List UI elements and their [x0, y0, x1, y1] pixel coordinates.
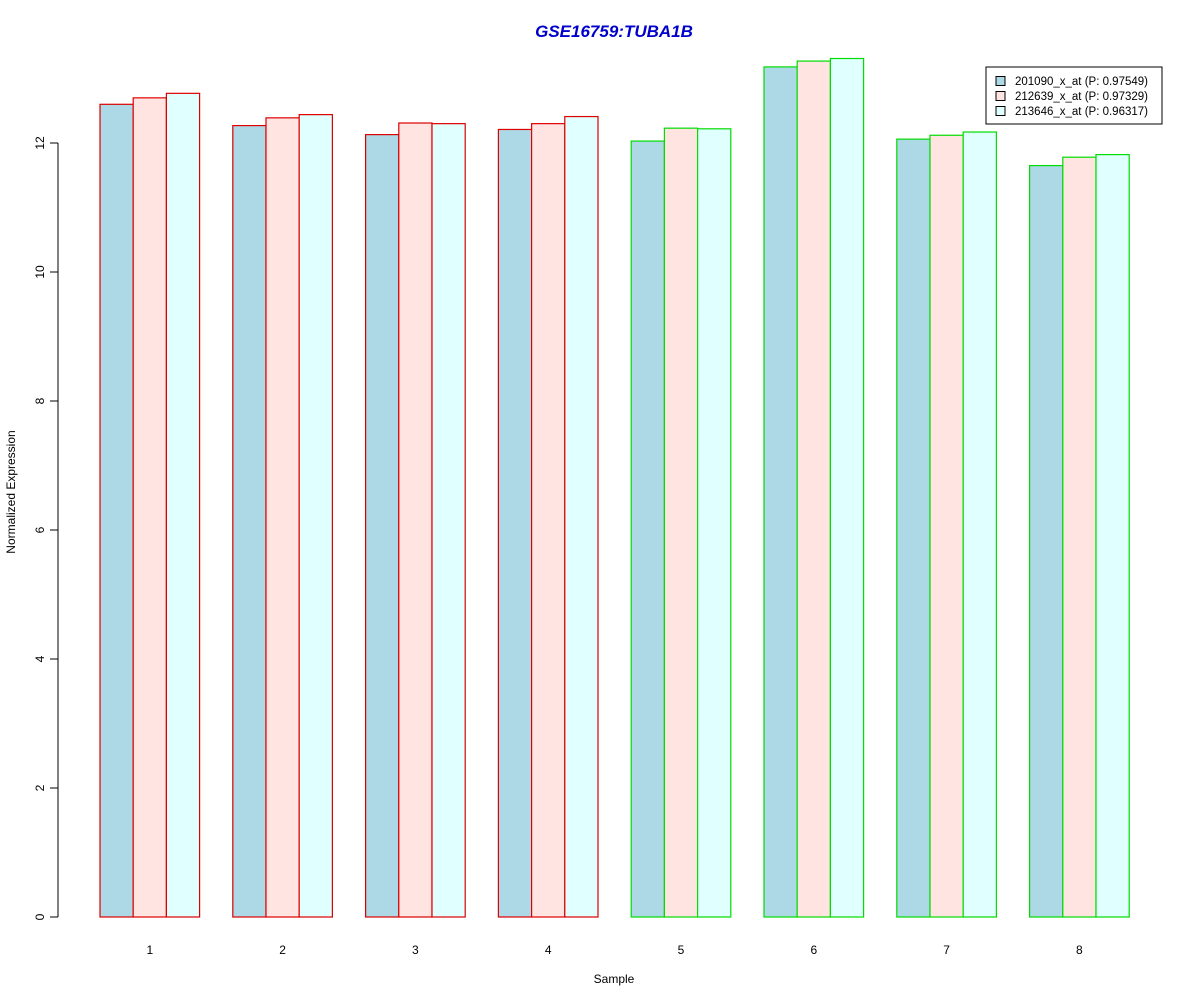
bar-sample-1-series-1	[99, 103, 134, 918]
bar-sample-8-series-2	[1062, 156, 1097, 918]
x-tick-label: 1	[146, 943, 153, 957]
x-tick-label: 7	[943, 943, 950, 957]
bar-sample-5-series-2	[663, 127, 699, 918]
bar-sample-6-series-1	[763, 66, 798, 918]
bar-sample-7-series-3	[962, 131, 998, 918]
bar-sample-5-series-1	[630, 140, 666, 918]
bar-sample-2-series-2	[265, 117, 300, 918]
bar-sample-8-series-1	[1028, 164, 1064, 918]
y-axis-ticks: 0 2 4 6 8 10 12	[33, 136, 58, 920]
y-tick-label: 12	[33, 136, 47, 150]
legend-box	[985, 66, 1163, 125]
y-axis-label: Normalized Expression	[4, 430, 18, 553]
bar-sample-6-series-3	[829, 57, 865, 918]
bar-sample-7-series-2	[929, 134, 964, 918]
x-tick-label: 6	[810, 943, 817, 957]
x-tick-label: 3	[412, 943, 419, 957]
bar-sample-2-series-3	[298, 114, 334, 918]
y-tick-label: 2	[33, 784, 47, 791]
x-tick-label: 8	[1076, 943, 1083, 957]
x-axis-label: Sample	[594, 972, 635, 986]
bar-sample-3-series-3	[431, 123, 466, 918]
bar-sample-6-series-2	[796, 60, 832, 918]
y-tick-label: 0	[33, 913, 47, 920]
bar-sample-4-series-2	[530, 123, 566, 918]
x-axis-tick-labels: 1 2 3 4 5 6 7 8	[146, 943, 1083, 957]
bar-sample-3-series-1	[365, 134, 400, 918]
x-tick-label: 5	[678, 943, 685, 957]
bar-sample-3-series-2	[398, 122, 433, 918]
y-tick-label: 8	[33, 397, 47, 404]
bar-sample-5-series-3	[696, 128, 732, 918]
legend-entry-label: 212639_x_at (P: 0.97329)	[1015, 91, 1148, 103]
y-tick-label: 4	[33, 655, 47, 662]
legend-swatch	[995, 76, 1006, 86]
legend-entry-label: 201090_x_at (P: 0.97549)	[1015, 76, 1148, 88]
legend: 201090_x_at (P: 0.97549) 212639_x_at (P: …	[985, 66, 1163, 125]
bar-sample-4-series-1	[497, 128, 533, 918]
bar-sample-2-series-1	[232, 124, 267, 918]
legend-entry-label: 213646_x_at (P: 0.96317)	[1015, 106, 1148, 118]
chart-title: GSE16759:TUBA1B	[535, 22, 693, 41]
bar-sample-4-series-3	[564, 115, 599, 918]
bar-sample-1-series-3	[165, 92, 201, 918]
x-tick-label: 2	[279, 943, 286, 957]
legend-swatch	[995, 91, 1006, 101]
bar-sample-8-series-3	[1095, 154, 1130, 918]
bar-sample-7-series-1	[896, 138, 931, 918]
bar-sample-1-series-2	[132, 97, 167, 918]
bars	[99, 57, 1130, 918]
y-tick-label: 10	[33, 265, 47, 279]
x-tick-label: 4	[545, 943, 552, 957]
legend-swatch	[995, 106, 1006, 116]
y-tick-label: 6	[33, 526, 47, 533]
